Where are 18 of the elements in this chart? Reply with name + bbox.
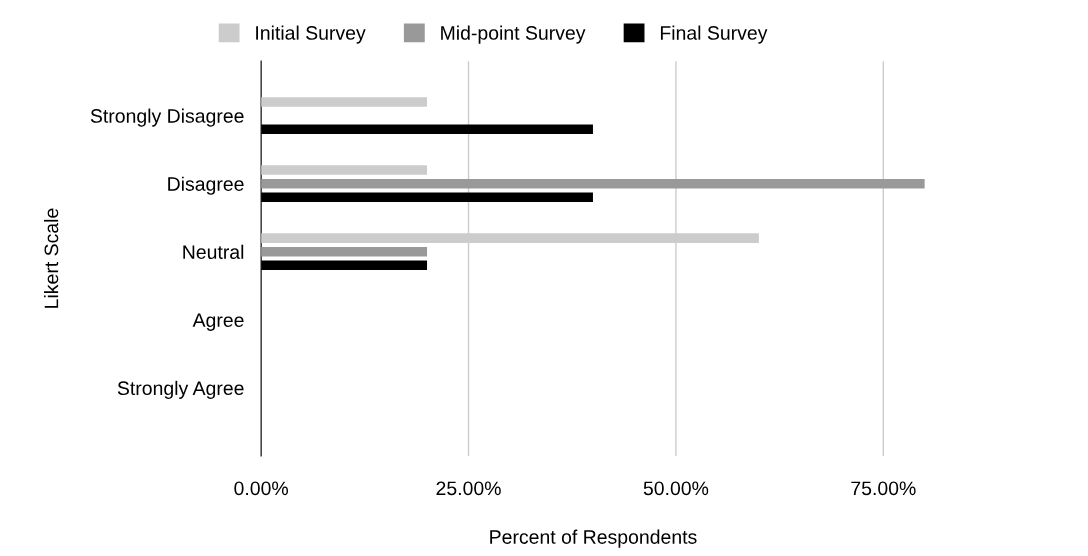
legend-label: Mid-point Survey (441, 25, 586, 44)
x-tick-label: 0.00% (234, 481, 288, 496)
x-tick-label: 25.00% (436, 481, 501, 496)
x-tick-label: 50.00% (643, 481, 709, 496)
legend-label: Final Survey (660, 25, 768, 44)
y-tick-label: Strongly Agree (117, 380, 244, 399)
y-tick-label: Agree (192, 313, 244, 331)
legend-label: Initial Survey (256, 25, 366, 44)
y-tick-label: Neutral (183, 244, 244, 259)
y-tick-label: Strongly Disagree (90, 108, 244, 127)
x-tick-label: 75.00% (851, 481, 916, 496)
bar (261, 97, 428, 107)
y-tick-label: Disagree (168, 176, 244, 195)
x-axis-title: Percent of Respondents (490, 529, 697, 548)
y-axis-title: Likert Scale (44, 208, 59, 308)
bar (261, 246, 428, 257)
bar (261, 178, 925, 189)
bar (261, 165, 428, 175)
